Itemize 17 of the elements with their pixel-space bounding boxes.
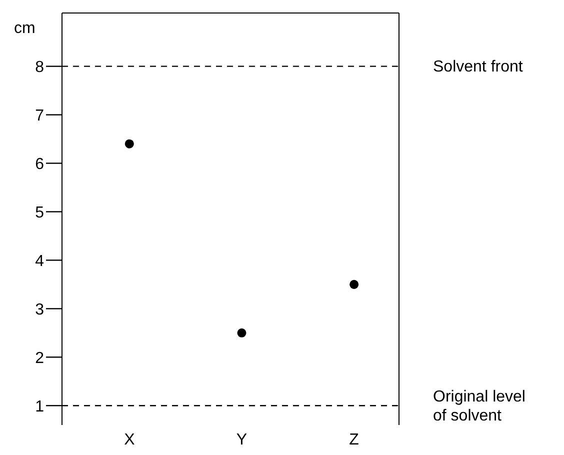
- y-tick-label: 5: [35, 204, 44, 222]
- y-axis-title: cm: [14, 20, 36, 37]
- point: [237, 328, 246, 338]
- y-tick-label: 7: [35, 107, 44, 124]
- point: [124, 139, 134, 148]
- y-tick-label: 2: [35, 350, 44, 367]
- point: [350, 280, 359, 289]
- y-tick-label: 4: [35, 252, 44, 270]
- y-tick-label: 3: [35, 301, 44, 318]
- ref-line-label: Original level of solvent: [433, 388, 526, 425]
- x-tick-label: X: [124, 431, 136, 448]
- y-tick-label: 1: [35, 398, 44, 416]
- x-tick-label: Z: [349, 431, 360, 448]
- y-tick-label: 8: [35, 59, 44, 76]
- x-tick-label: Y: [236, 431, 248, 448]
- ref-line-label: Solvent front: [433, 58, 524, 76]
- y-tick-label: 6: [35, 156, 44, 173]
